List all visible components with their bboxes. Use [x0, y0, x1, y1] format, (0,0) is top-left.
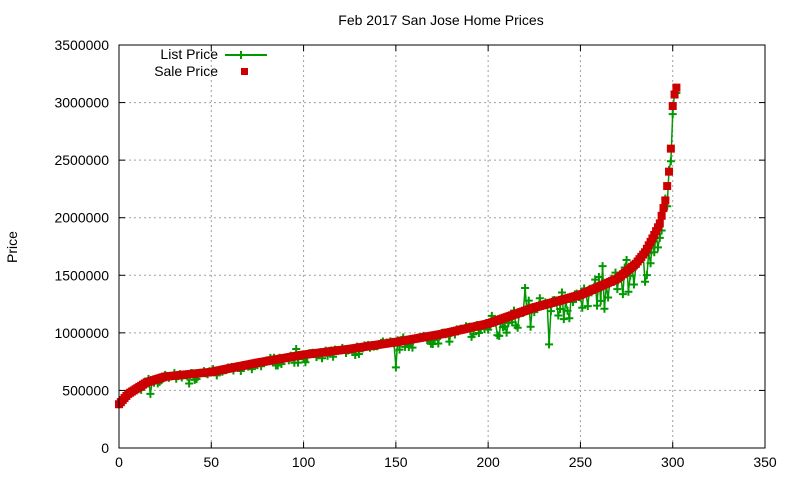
y-tick-label: 3500000 [54, 37, 109, 53]
list-price-series [115, 87, 681, 409]
y-tick-label: 3000000 [54, 95, 109, 111]
x-tick-label: 300 [661, 454, 685, 470]
axis-ticks: 0 50 100 150 200 250 300 350 0 500000 1000000 15000… [54, 37, 776, 470]
y-axis-label: Price [4, 231, 20, 263]
x-tick-label: 250 [569, 454, 593, 470]
x-tick-label: 200 [476, 454, 500, 470]
y-tick-label: 2000000 [54, 210, 109, 226]
x-tick-label: 50 [203, 454, 219, 470]
y-tick-label: 500000 [62, 382, 109, 398]
chart-title: Feb 2017 San Jose Home Prices [338, 12, 543, 28]
legend-plus-icon [237, 51, 245, 59]
y-tick-label: 1500000 [54, 267, 109, 283]
legend-list-label: List Price [160, 46, 218, 62]
grid-lines [119, 45, 765, 448]
plot-border [118, 44, 766, 449]
x-tick-label: 0 [115, 454, 123, 470]
y-tick-label: 1000000 [54, 325, 109, 341]
legend-square-icon [241, 68, 248, 75]
x-tick-label: 350 [753, 454, 777, 470]
sale-price-series [115, 83, 681, 409]
y-tick-label: 2500000 [54, 152, 109, 168]
x-tick-label: 150 [384, 454, 408, 470]
legend: List Price Sale Price [154, 46, 267, 79]
x-tick-label: 100 [292, 454, 316, 470]
y-tick-label: 0 [101, 440, 109, 456]
legend-sale-label: Sale Price [154, 63, 218, 79]
